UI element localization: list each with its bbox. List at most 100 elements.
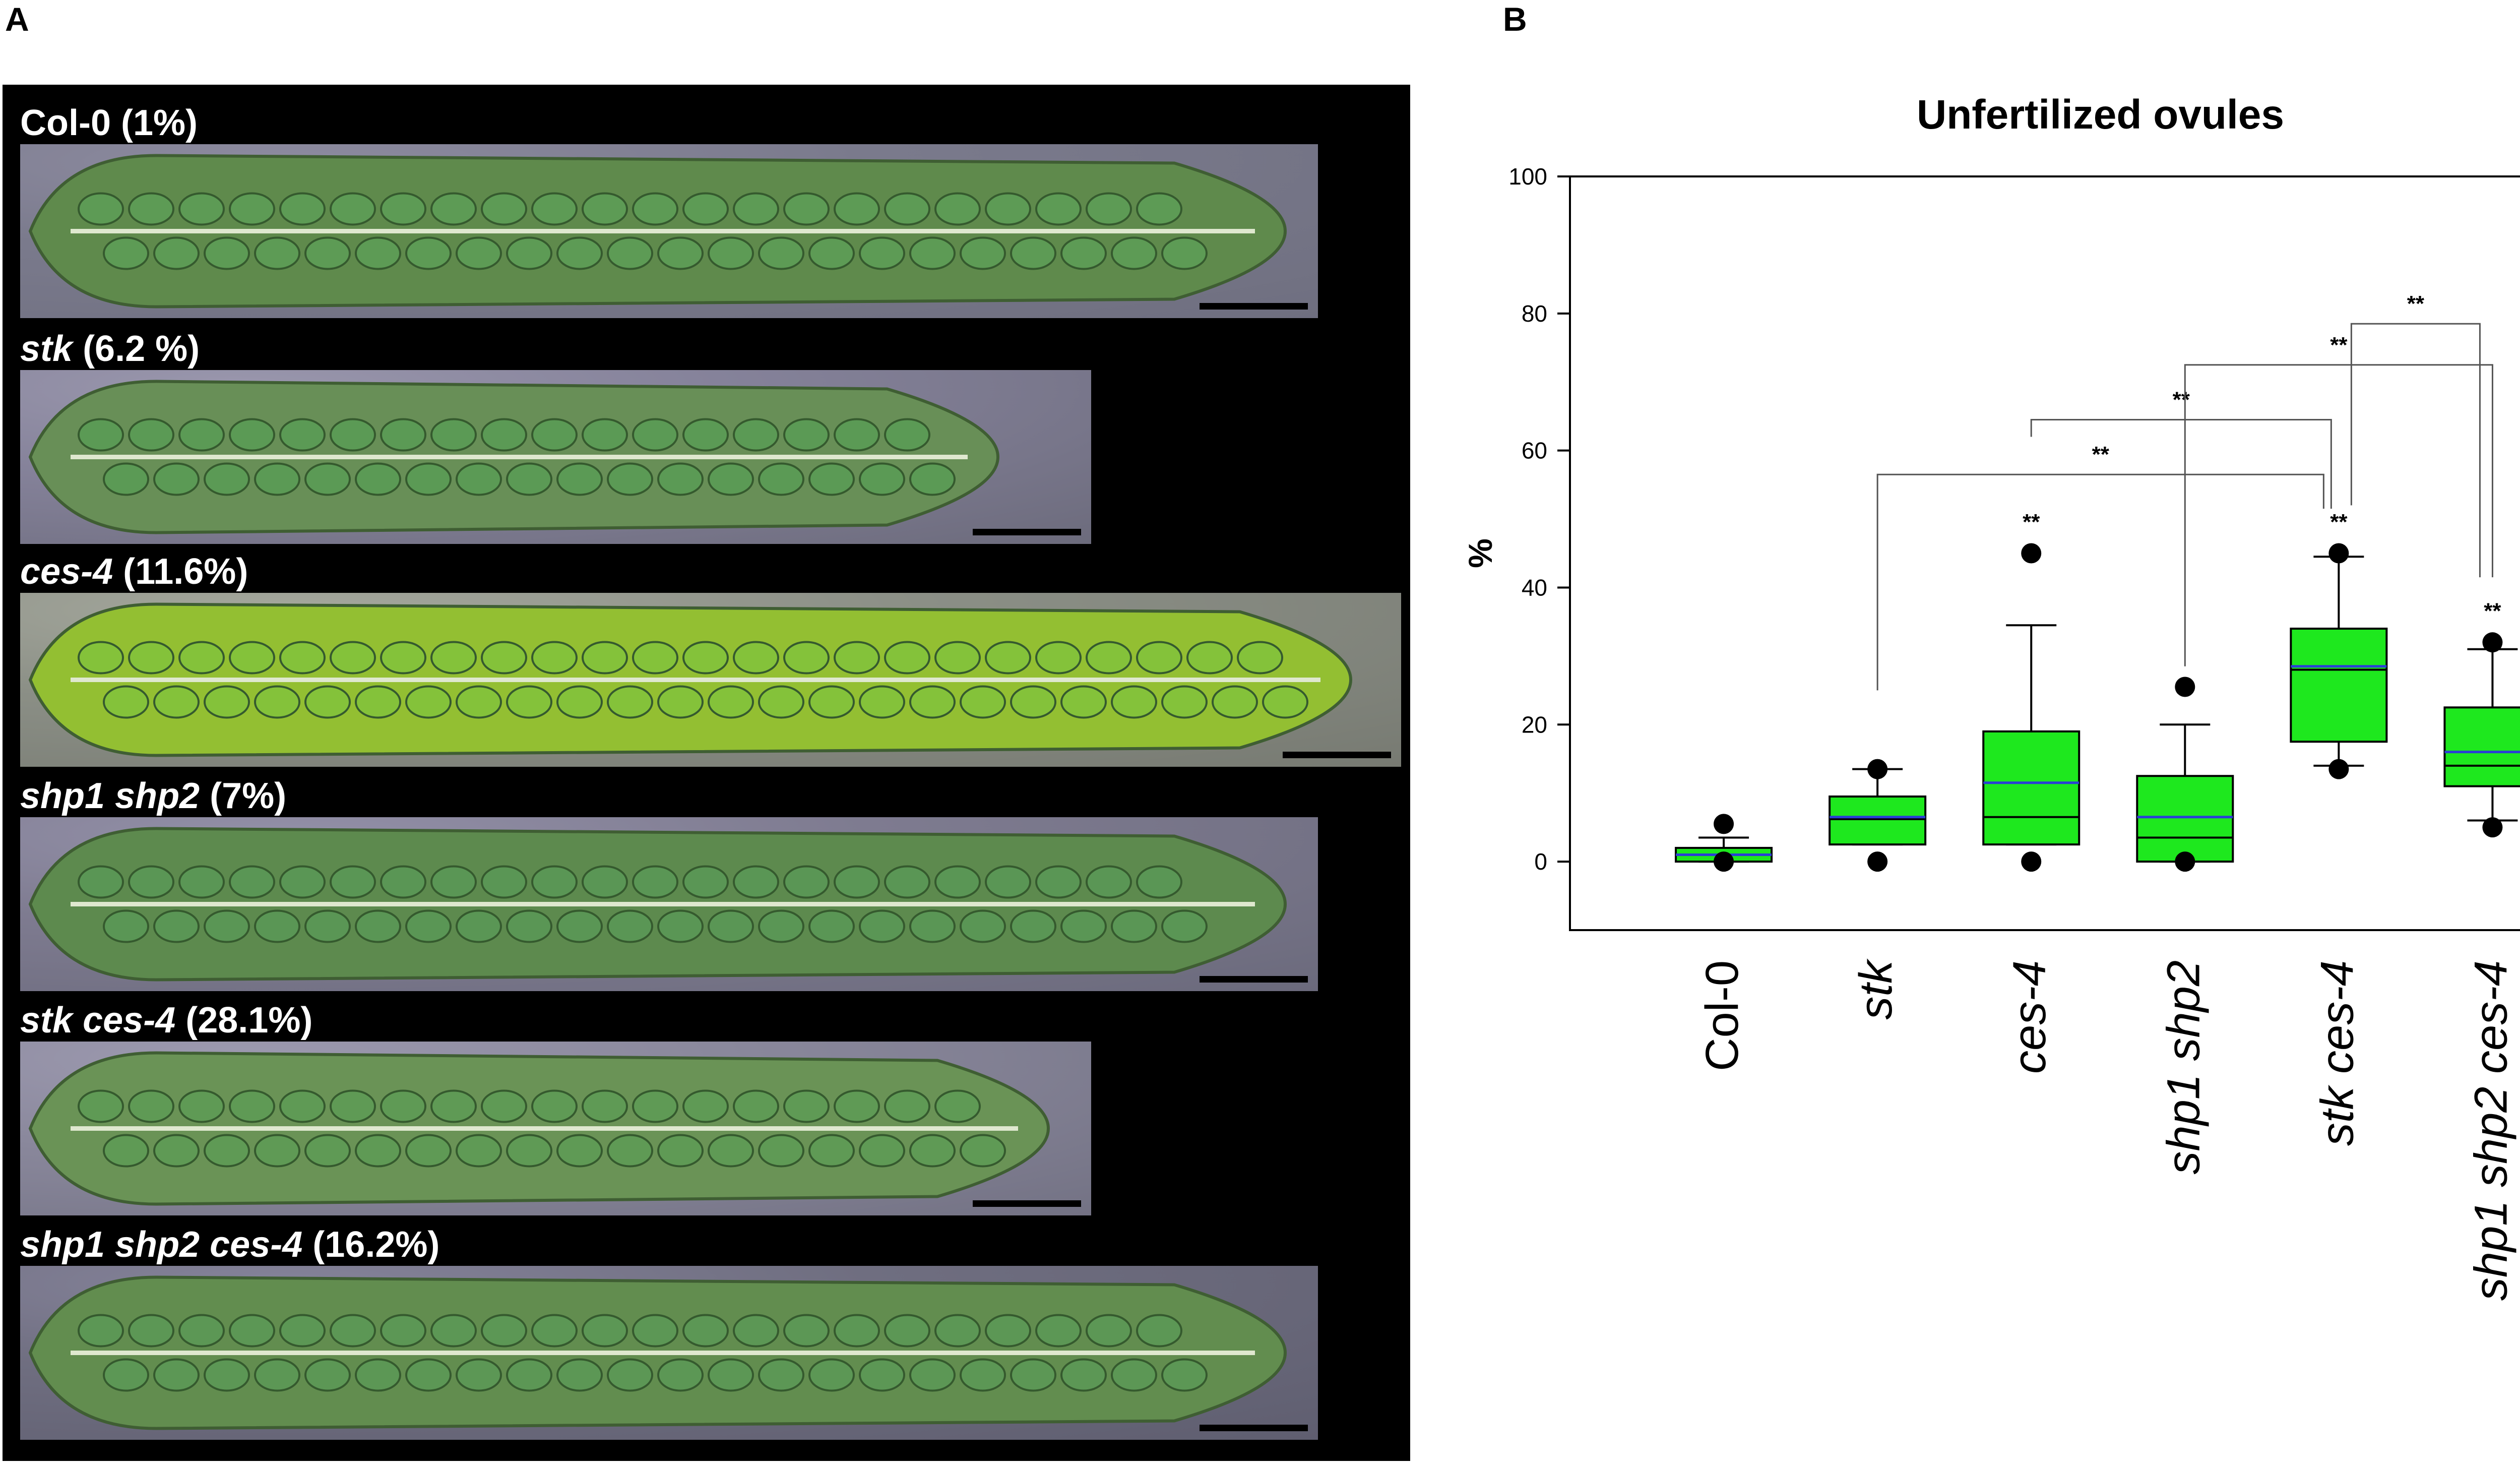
seed — [481, 192, 527, 226]
seed — [178, 641, 225, 675]
seed — [758, 909, 804, 943]
seed — [103, 462, 149, 496]
seed — [1086, 865, 1132, 899]
outlier-point — [2482, 632, 2503, 653]
seed — [254, 1358, 300, 1392]
seed — [456, 909, 502, 943]
seed — [304, 236, 351, 270]
seed — [960, 685, 1006, 719]
outlier-point — [1714, 851, 1734, 872]
seed — [682, 1314, 729, 1348]
seed — [1262, 685, 1308, 719]
seed — [78, 1089, 124, 1123]
significance-bracket — [2184, 364, 2493, 666]
outlier-point — [2328, 759, 2349, 779]
seed — [204, 1134, 250, 1168]
seed — [153, 909, 200, 943]
seed — [178, 1089, 225, 1123]
seed — [254, 1134, 300, 1168]
seed — [934, 1089, 981, 1123]
seed — [808, 1358, 855, 1392]
seed — [758, 1358, 804, 1392]
unfertilized-percentage: (16.2%) — [302, 1225, 440, 1265]
seed — [859, 1358, 905, 1392]
seed — [204, 462, 250, 496]
seed — [1161, 909, 1208, 943]
seed — [758, 462, 804, 496]
silique-label: stk (6.2 %) — [20, 331, 200, 367]
panel-b-letter: B — [1503, 1, 1527, 38]
seed — [229, 641, 275, 675]
seed — [1186, 641, 1233, 675]
box-plot: Unfertilized ovules% 0 20 40 60 80 100 Col-0 stk… — [1462, 92, 2520, 1301]
seed — [279, 1314, 326, 1348]
box-shp1-shp2 — [2136, 775, 2234, 863]
seed — [556, 462, 603, 496]
seed — [1161, 236, 1208, 270]
x-tick-label: shp1 shp2 — [2158, 960, 2209, 1175]
seed — [1111, 685, 1157, 719]
scale-bar — [973, 529, 1081, 535]
seed — [254, 236, 300, 270]
significance-bracket — [2030, 418, 2332, 509]
significance-mark: ** — [2330, 510, 2348, 534]
color-photograph-silique-col0 — [20, 144, 1318, 318]
seed — [103, 909, 149, 943]
seed — [430, 641, 477, 675]
seed — [430, 1314, 477, 1348]
seed — [506, 1358, 552, 1392]
silique-row: Col-0 (1%) — [3, 105, 1410, 334]
seed — [682, 192, 729, 226]
unfertilized-percentage: (11.6%) — [113, 552, 248, 592]
seed — [985, 192, 1031, 226]
seed — [304, 1134, 351, 1168]
seed — [481, 418, 527, 452]
seed — [78, 1314, 124, 1348]
y-tick-label: 0 — [1534, 848, 1547, 875]
x-tick-label: stk ces-4 — [2311, 960, 2363, 1146]
unfertilized-percentage: (28.1%) — [175, 1000, 313, 1041]
seed — [708, 685, 754, 719]
seed — [708, 462, 754, 496]
seed — [456, 462, 502, 496]
seed — [430, 192, 477, 226]
seed — [657, 685, 704, 719]
seed — [758, 685, 804, 719]
seed — [657, 909, 704, 943]
seed — [531, 192, 578, 226]
seed — [128, 865, 174, 899]
seed — [506, 909, 552, 943]
seed — [1060, 909, 1107, 943]
scale-bar — [1283, 752, 1391, 758]
seed — [657, 236, 704, 270]
silique-label: stk ces-4 (28.1%) — [20, 1002, 312, 1039]
seed — [304, 462, 351, 496]
seed — [859, 685, 905, 719]
seed — [556, 685, 603, 719]
seed — [582, 418, 628, 452]
seed — [708, 1358, 754, 1392]
seed — [808, 462, 855, 496]
seed — [330, 192, 376, 226]
outlier-point — [2175, 677, 2195, 697]
seed — [909, 1358, 956, 1392]
seed — [783, 641, 830, 675]
unfertilized-percentage: (1%) — [111, 103, 198, 143]
seed — [934, 1314, 981, 1348]
silique-drawing — [28, 1275, 1287, 1430]
seed — [607, 1134, 653, 1168]
seed — [1086, 641, 1132, 675]
seed — [456, 685, 502, 719]
seed — [279, 865, 326, 899]
seed — [330, 418, 376, 452]
significance-bracket — [2350, 323, 2481, 578]
y-tick-label: 40 — [1522, 574, 1547, 600]
seed — [204, 1358, 250, 1392]
panel-a-letter: A — [5, 1, 29, 38]
seed — [582, 192, 628, 226]
seed — [884, 641, 930, 675]
seed — [531, 865, 578, 899]
seed — [556, 236, 603, 270]
genotype-name: shp1 shp2 ces-4 — [20, 1225, 303, 1265]
color-photograph-silique-stk-ces4 — [20, 1042, 1091, 1215]
